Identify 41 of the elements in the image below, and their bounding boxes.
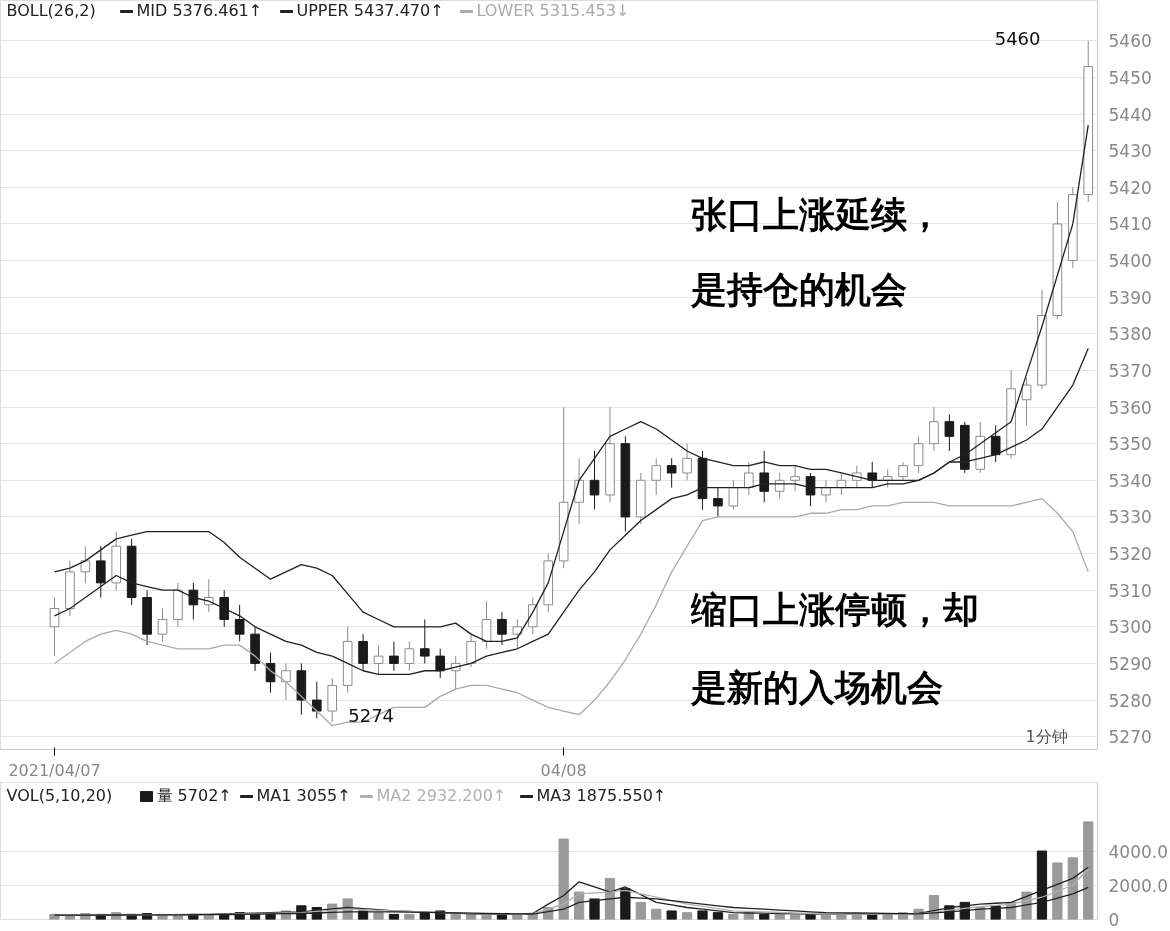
annotation: 是持仓的机会 [689,269,907,310]
y-tick-label: 2000.0 [1108,875,1168,896]
y-tick-label: 5280 [1108,690,1152,711]
legend-label: LOWER 5315.453↓ [476,0,630,20]
x-tick-label: 2021/04/07 [8,760,101,780]
y-tick-label: 5270 [1108,727,1152,748]
annotation: 是新的入场机会 [689,667,943,708]
chart-title: BOLL(26,2) [6,0,96,20]
y-tick-label: 5400 [1108,251,1152,272]
y-tick-label: 5440 [1108,104,1152,125]
legend-label: MA3 1875.550↑ [536,785,667,805]
y-tick-label: 5320 [1108,544,1152,565]
y-tick-label: 0 [1108,910,1120,930]
legend-label: MID 5376.461↑ [136,0,263,20]
y-tick-label: 5380 [1108,324,1152,345]
chart-title: VOL(5,10,20) [6,785,113,805]
legend-label: MA2 2932.200↑ [376,785,507,805]
x-tick-label: 04/08 [540,760,587,780]
y-tick-label: 5310 [1108,580,1152,601]
y-tick-label: 5450 [1108,67,1152,88]
annotation: 缩口上涨停顿，却 [689,589,979,630]
legend-label: UPPER 5437.470↑ [296,0,444,20]
y-tick-label: 5330 [1108,507,1152,528]
y-tick-label: 5460 [1108,31,1152,52]
annotation: 张口上涨延续， [690,194,943,235]
y-tick-label: 5410 [1108,214,1152,235]
y-tick-label: 5420 [1108,177,1152,198]
legend-label: MA1 3055↑ [256,785,351,805]
y-tick-label: 5300 [1108,617,1152,638]
y-tick-label: 5350 [1108,434,1152,455]
y-tick-label: 5290 [1108,653,1152,674]
annotation: 1分钟 [1025,726,1068,746]
annotation: 5274 [348,705,395,727]
y-tick-label: 5390 [1108,287,1152,308]
y-tick-label: 5340 [1108,470,1152,491]
y-tick-label: 4000.0 [1108,841,1168,862]
y-tick-label: 5360 [1108,397,1152,418]
y-tick-label: 5370 [1108,360,1152,381]
y-tick-label: 5430 [1108,141,1152,162]
annotation: 5460 [994,28,1041,49]
legend-label: 量 5702↑ [156,785,232,805]
